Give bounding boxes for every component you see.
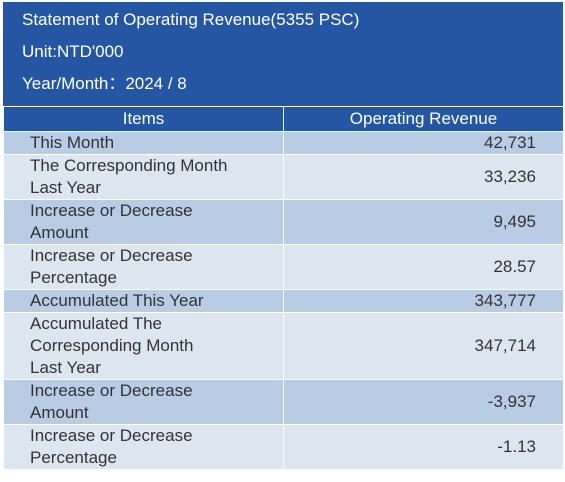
value-cell: 343,777 [283, 289, 564, 313]
header: Statement of Operating Revenue(5355 PSC)… [3, 2, 563, 106]
value-cell: 9,495 [283, 199, 564, 245]
table-row: Accumulated The Corresponding Month Last… [3, 312, 564, 380]
item-label: Increase or Decrease Amount [30, 201, 193, 242]
value-cell: 33,236 [283, 154, 564, 200]
table-body: This Month 42,731 The Corresponding Month … [3, 131, 564, 470]
revenue-table: Items Operating Revenue This Month 42,731… [3, 106, 564, 470]
item-label: Increase or Decrease Percentage [30, 246, 193, 287]
column-header: Items [3, 106, 284, 132]
item-label: Accumulated This Year [30, 291, 204, 310]
item-label: The Corresponding Month Last Year [30, 156, 228, 197]
table-row: Increase or Decrease Amount 9,495 [3, 199, 564, 245]
table-row: Increase or Decrease Percentage -1.13 [3, 424, 564, 470]
item-label: Increase or Decrease Amount [30, 381, 193, 422]
value-cell: 28.57 [283, 244, 564, 290]
value-cell: 42,731 [283, 131, 564, 155]
item-cell: Increase or Decrease Percentage [3, 244, 284, 290]
item-cell: Accumulated This Year [3, 289, 284, 313]
item-cell: Increase or Decrease Amount [3, 379, 284, 425]
statement: Statement of Operating Revenue(5355 PSC)… [3, 2, 564, 470]
item-cell: The Corresponding Month Last Year [3, 154, 284, 200]
item-cell: Increase or Decrease Percentage [3, 424, 284, 470]
header-row: Items Operating Revenue [3, 106, 564, 132]
unit: Unit:NTD'000 [22, 42, 124, 61]
value-cell: -3,937 [283, 379, 564, 425]
item-cell: Increase or Decrease Amount [3, 199, 284, 245]
item-label: This Month [30, 133, 115, 152]
table-row: Increase or Decrease Amount -3,937 [3, 379, 564, 425]
item-cell: This Month [3, 131, 284, 155]
table-row: The Corresponding Month Last Year 33,236 [3, 154, 564, 200]
table-row: Accumulated This Year 343,777 [3, 289, 564, 313]
table-row: Increase or Decrease Percentage 28.57 [3, 244, 564, 290]
title: Statement of Operating Revenue(5355 PSC) [22, 10, 360, 29]
item-label: Accumulated The Corresponding Month Last… [30, 314, 194, 377]
table-row: This Month 42,731 [3, 131, 564, 155]
value-cell: 347,714 [283, 312, 564, 380]
item-label: Increase or Decrease Percentage [30, 426, 193, 467]
item-cell: Accumulated The Corresponding Month Last… [3, 312, 284, 380]
period: Year/Month：2024 / 8 [22, 74, 187, 93]
value-cell: -1.13 [283, 424, 564, 470]
column-header: Operating Revenue [283, 106, 564, 132]
